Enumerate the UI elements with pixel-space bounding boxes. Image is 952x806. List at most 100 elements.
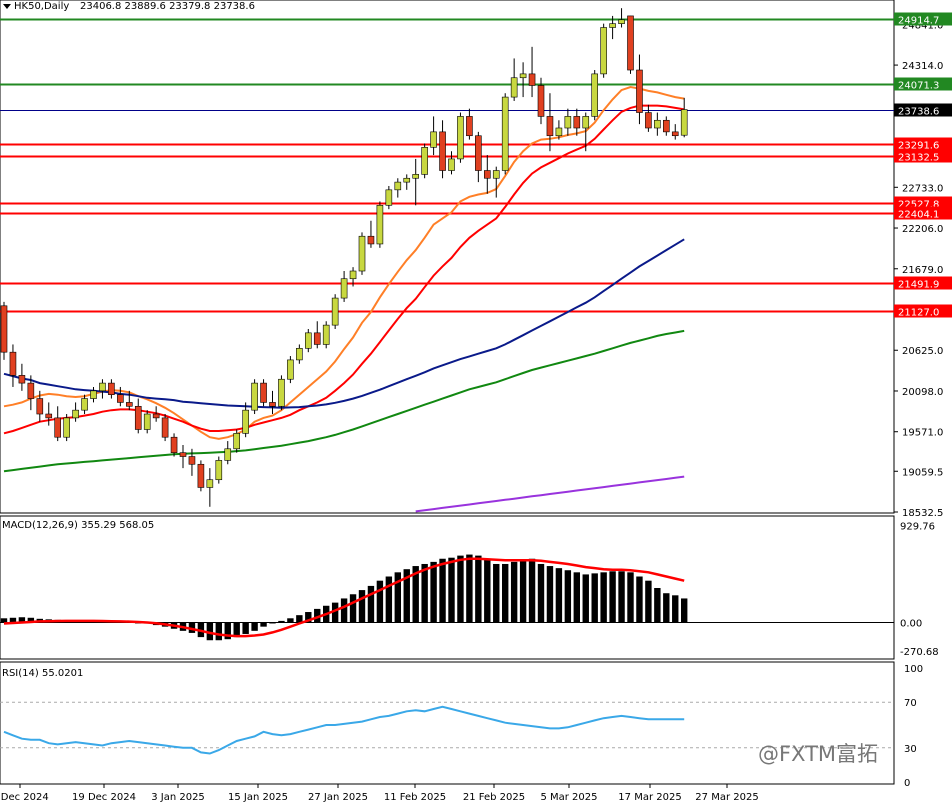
macd-bar (394, 572, 401, 623)
price-tick-label: 19571.0 (902, 428, 943, 439)
macd-bar (0, 618, 8, 623)
macd-bar (484, 559, 491, 623)
x-tick-label: 17 Mar 2025 (618, 792, 681, 802)
macd-bar (493, 563, 500, 623)
candle-body (457, 116, 464, 160)
macd-bar (591, 573, 598, 623)
candle-body (63, 417, 70, 438)
x-tick-label: 11 Feb 2025 (384, 792, 446, 802)
macd-pane[interactable] (0, 515, 895, 660)
candle-body (278, 378, 285, 407)
candle-body (108, 382, 115, 395)
fxtm-watermark: @FXTM富拓 (758, 742, 878, 766)
level-label: 23738.6 (898, 107, 939, 118)
candle-body (662, 119, 670, 133)
level-label: 22527.8 (898, 200, 939, 211)
macd-bar (233, 622, 240, 638)
macd-bar (242, 622, 249, 634)
macd-bar (519, 559, 527, 623)
candle-body (412, 174, 420, 179)
candle-body (546, 116, 554, 137)
candle-body (582, 116, 590, 129)
macd-bar (314, 608, 321, 623)
candle-body (537, 85, 545, 117)
candle-body (421, 147, 428, 175)
candle-body (376, 205, 384, 245)
level-label: 23291.6 (898, 141, 939, 152)
macd-bar (27, 617, 35, 623)
level-label-bg (894, 276, 952, 290)
candle-body (170, 436, 178, 453)
price-pane[interactable] (0, 0, 895, 514)
macd-bar (215, 622, 222, 641)
candle-body (680, 109, 688, 136)
candle-body (251, 382, 258, 411)
rsi-line (3, 705, 685, 755)
level-label: 23132.5 (898, 153, 939, 164)
candle-body (72, 409, 79, 419)
rsi-pane[interactable] (0, 661, 895, 785)
candle-body (287, 359, 294, 380)
candle-body (671, 131, 679, 137)
candle-body (322, 324, 330, 345)
macd-tick-label: -270.68 (900, 647, 939, 658)
candle-body (54, 417, 62, 438)
candle-body (99, 382, 106, 392)
x-tick-label: 19 Dec 2024 (72, 792, 136, 802)
candle-body (340, 278, 348, 299)
candle-body (430, 131, 437, 148)
macd-bar (663, 593, 670, 623)
level-label-bg (894, 103, 952, 117)
macd-bar (367, 585, 375, 623)
price-tick-label: 20098.0 (902, 387, 943, 398)
price-tick-label: 22733.0 (902, 183, 943, 194)
macd-bar (376, 580, 384, 623)
ma-line (3, 238, 685, 409)
macd-bar (9, 617, 17, 623)
candle-body (81, 398, 88, 411)
price-tick-label: 24314.0 (902, 61, 943, 72)
x-tick-label: 15 Jan 2025 (228, 792, 288, 802)
candle-body (27, 382, 35, 399)
macd-bar (251, 622, 258, 631)
level-label: 21491.9 (898, 280, 939, 291)
level-lines (0, 18, 894, 313)
price-tick-label: 22206.0 (902, 224, 943, 235)
macd-bar (188, 622, 196, 633)
candle-body (36, 398, 44, 415)
rsi-tick-label: 0 (904, 778, 910, 789)
macd-bar (349, 594, 357, 623)
candle-body (9, 351, 17, 376)
candle-body (18, 375, 26, 384)
macd-bar (555, 568, 563, 623)
candle-body (269, 402, 276, 407)
macd-bar (502, 563, 509, 623)
macd-bar (582, 574, 589, 623)
macd-bar (385, 576, 393, 623)
macd-bar (412, 566, 419, 623)
macd-bar (627, 572, 634, 623)
macd-bar (510, 561, 518, 623)
x-tick-label: 9 Dec 2024 (0, 792, 49, 802)
candle-body (385, 189, 393, 206)
x-tick-label: 5 Mar 2025 (540, 792, 597, 802)
candle-body (627, 15, 634, 71)
macd-bar (305, 612, 312, 623)
level-label-bg (894, 12, 952, 26)
macd-bar (331, 602, 339, 623)
x-tick-label: 27 Mar 2025 (695, 792, 758, 802)
ma-line (3, 85, 685, 440)
symbol-dropdown-icon[interactable] (3, 4, 11, 9)
candle-body (528, 73, 536, 86)
candle-body (152, 413, 160, 419)
candle-body (117, 394, 124, 403)
ma-line (3, 329, 685, 473)
macd-bar (296, 615, 303, 623)
candle-body (0, 305, 8, 353)
rsi-tick-label: 100 (904, 664, 923, 675)
macd-bar (466, 554, 473, 623)
candle-body (242, 409, 249, 434)
level-label-bg (894, 196, 952, 210)
candle-body (448, 158, 455, 171)
